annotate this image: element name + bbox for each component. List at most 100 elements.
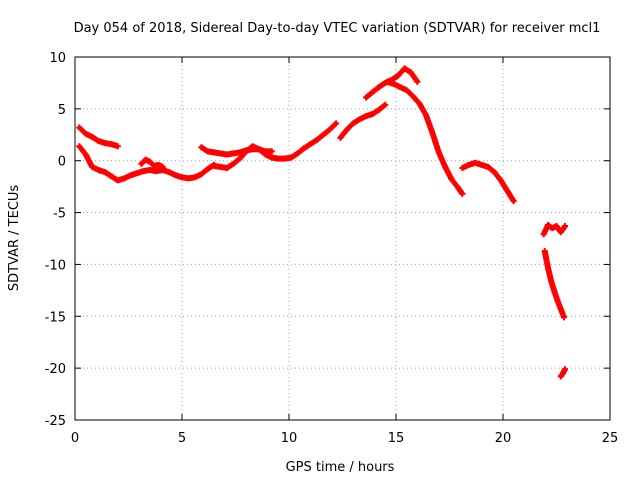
data-point [562,366,569,373]
x-tick-label: 5 [178,431,186,446]
y-axis-label: SDTVAR / TECUs [7,185,22,292]
data-point [504,187,511,194]
y-tick-label: 0 [58,155,66,170]
data-point [560,314,567,321]
data-point [403,87,410,94]
series-seg9 [459,159,517,205]
data-point [410,93,417,100]
data-point [442,163,449,170]
y-tick-label: -20 [45,362,66,377]
data-point [223,164,230,171]
data-point [108,141,115,148]
data-point [478,161,485,168]
data-point [549,225,556,232]
x-tick-label: 0 [71,431,79,446]
data-point [435,149,442,156]
data-point [541,247,548,254]
x-tick-label: 20 [495,431,512,446]
data-point [204,148,211,155]
data-point [89,163,96,170]
data-point [89,133,96,140]
data-point [455,184,462,191]
data-point [497,177,504,184]
data-point [204,166,211,173]
data-point [382,101,389,108]
data-point [101,140,108,147]
data-point [375,106,382,113]
data-point [363,113,370,120]
data-point [472,159,479,166]
data-point [198,144,205,151]
data-point [562,223,569,230]
data-point [211,149,218,156]
data-point [82,130,89,137]
data-point [95,138,102,145]
data-point [459,190,466,197]
y-tick-label: 5 [58,103,66,118]
data-point [313,136,320,143]
data-point [155,161,162,168]
data-point [401,65,408,72]
x-tick-label: 10 [281,431,298,446]
series-seg5 [211,120,340,171]
data-point [544,222,551,229]
data-point [407,69,414,76]
data-point [465,161,472,168]
data-point [554,297,561,304]
data-point [76,143,83,150]
data-point [384,78,391,85]
data-point [146,158,153,165]
plot-frame [74,56,611,421]
x-tick-label: 15 [388,431,405,446]
data-point [185,175,192,182]
y-tick-label: -5 [53,207,66,222]
y-tick-label: -25 [45,414,66,429]
y-tick-label: -10 [45,258,66,273]
data-point [540,231,547,238]
data-point [333,120,340,127]
data-point [320,131,327,138]
data-point [448,176,455,183]
y-tick-label: -15 [45,310,66,325]
data-point [217,150,224,157]
data-point [337,134,344,141]
data-point [236,149,243,156]
data-point [249,143,256,150]
data-point [146,167,153,174]
data-point [510,198,517,205]
data-point [294,150,301,157]
data-point [166,169,173,176]
data-point [429,129,436,136]
data-point [343,126,350,133]
series-seg8 [384,78,466,197]
data-point [256,146,263,153]
data-point [414,78,421,85]
data-point [548,278,555,285]
data-point [356,116,363,123]
data-point [395,72,402,79]
data-point [198,171,205,178]
series-seg3 [138,156,166,170]
data-point [217,163,224,170]
data-point [243,148,250,155]
data-point [140,168,147,175]
data-point [326,126,333,133]
data-point [151,162,158,169]
data-point [300,145,307,152]
data-point [262,151,269,158]
data-point [114,143,121,150]
data-point [375,84,382,91]
data-point [179,174,185,181]
data-points [76,65,569,380]
data-point [159,163,166,170]
data-point [363,94,370,101]
series-seg7 [363,65,421,101]
data-point [369,111,376,118]
grid-lines [75,57,610,420]
data-point [491,169,498,176]
data-point [142,156,149,163]
data-point [350,120,357,127]
series-seg10 [540,222,569,238]
data-point [138,160,145,167]
series-seg12 [557,366,569,380]
